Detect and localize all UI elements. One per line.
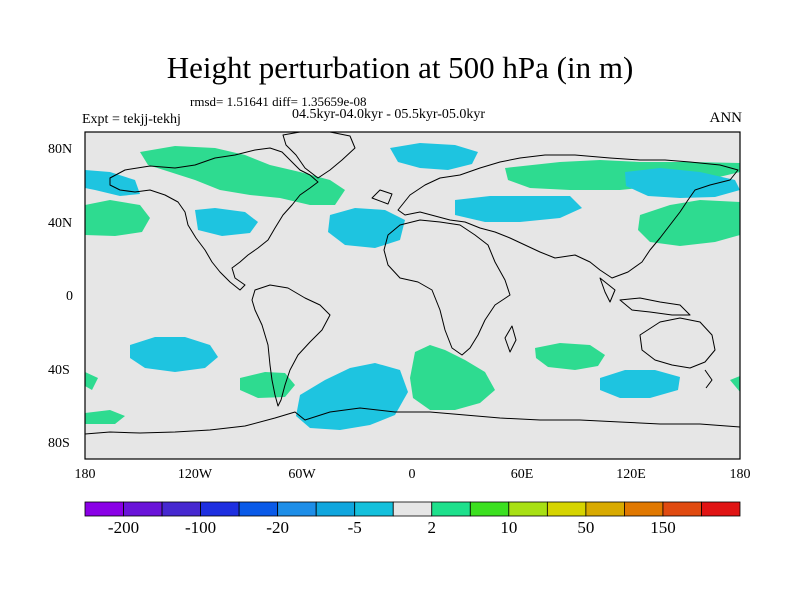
colorbar-swatch <box>662 501 702 517</box>
lat-tick-80n: 80N <box>48 142 73 157</box>
outline-british-isles <box>371 189 393 205</box>
region-pos-east-pacific-north <box>85 200 150 236</box>
lat-tick-80s: 80S <box>48 436 70 451</box>
outline-africa <box>383 219 511 356</box>
colorbar-swatch <box>469 501 510 517</box>
region-neg-scandinavia <box>390 143 478 170</box>
coastlines <box>84 131 741 435</box>
lon-tick-60w: 60W <box>288 467 316 482</box>
outline-south-america <box>251 284 331 407</box>
season-label: ANN <box>709 110 743 126</box>
colorbar-label: 2 <box>427 518 437 537</box>
lat-tick-40n: 40N <box>48 216 73 231</box>
region-pos-west-edge <box>85 372 98 390</box>
colorbar-swatch <box>123 501 163 517</box>
lon-tick-120e: 120E <box>616 467 646 482</box>
outline-eurasia <box>397 154 739 279</box>
colorbar-swatch <box>508 501 548 517</box>
colorbar-swatch <box>392 501 433 517</box>
outline-australia <box>639 317 716 369</box>
outline-north-america <box>109 147 319 291</box>
region-neg-north-pacific <box>195 208 258 236</box>
colorbar-label: -5 <box>347 518 362 537</box>
outline-india <box>599 277 616 303</box>
region-neg-eurasia <box>455 196 582 222</box>
colorbar-swatch <box>624 501 664 517</box>
colorbar-swatch <box>701 501 741 517</box>
colorbar-label: 10 <box>500 518 518 537</box>
region-neg-east-asia <box>625 168 740 198</box>
colorbar-swatch <box>546 501 587 517</box>
lon-tick-60e: 60E <box>510 467 534 482</box>
region-neg-alaska <box>85 170 140 196</box>
period-line: 04.5kyr-04.0kyr - 05.5kyr-05.0kyr <box>292 107 486 122</box>
region-pos-north-atlantic <box>140 146 345 205</box>
colorbar-swatch <box>238 501 279 517</box>
outline-madagascar <box>504 325 517 353</box>
colorbar-label: -20 <box>266 518 289 537</box>
colorbar <box>84 501 741 517</box>
lat-tick-40s: 40S <box>48 363 70 378</box>
region-pos-pacific-south <box>85 410 125 424</box>
colorbar-swatch <box>84 501 124 517</box>
region-pos-south-atlantic <box>410 345 495 410</box>
colorbar-label: 150 <box>650 518 676 537</box>
region-pos-west-pacific-north <box>638 200 740 246</box>
colorbar-label: -200 <box>107 518 140 537</box>
colorbar-swatch <box>161 501 201 517</box>
region-pos-indian-south <box>535 343 605 370</box>
colorbar-swatch <box>431 501 471 517</box>
outline-new-zealand <box>704 369 713 389</box>
lon-tick-180w: 180 <box>74 467 96 482</box>
colorbar-swatch <box>277 501 317 517</box>
region-pos-east-edge <box>730 376 740 392</box>
map-frame <box>84 131 741 460</box>
plot-title: Height perturbation at 500 hPa (in m) <box>166 50 634 85</box>
region-neg-south-pacific <box>130 337 218 372</box>
colorbar-label: -100 <box>184 518 217 537</box>
outline-indonesia <box>619 297 691 316</box>
colorbar-swatch <box>585 501 625 517</box>
lon-tick-120w: 120W <box>177 467 213 482</box>
region-neg-south-atlantic <box>296 363 408 430</box>
colorbar-swatch <box>354 501 394 517</box>
colorbar-swatch <box>315 501 356 517</box>
negative-anomaly-regions <box>85 143 740 430</box>
region-neg-north-atlantic <box>328 208 405 248</box>
colorbar-swatch <box>200 501 240 517</box>
experiment-label: Expt = tekjj-tekhj <box>82 112 181 127</box>
lon-tick-180e: 180 <box>729 467 751 482</box>
outline-antarctica <box>84 407 741 435</box>
region-pos-south-america <box>240 372 295 398</box>
stats-line: rmsd= 1.51641 diff= 1.35659e-08 <box>190 94 367 109</box>
lon-tick-0: 0 <box>408 467 416 482</box>
region-neg-southern-indian <box>600 370 680 398</box>
lat-tick-0: 0 <box>66 289 73 304</box>
colorbar-label: 50 <box>577 518 595 537</box>
